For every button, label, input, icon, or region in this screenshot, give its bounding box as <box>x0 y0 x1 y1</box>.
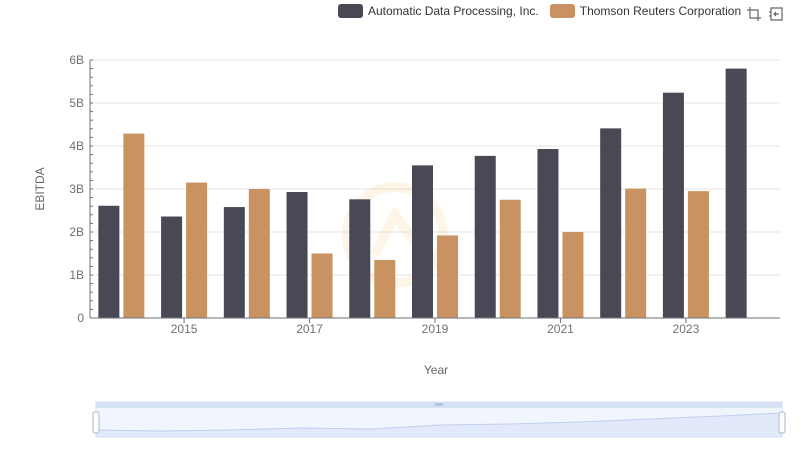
datazoom-handle-left[interactable] <box>92 411 100 434</box>
bar-tri-2017[interactable] <box>311 253 333 319</box>
bar-adp-2018[interactable] <box>349 199 371 318</box>
x-axis: 2015 2017 2019 2021 2023 <box>90 317 780 336</box>
datazoom-move-handle[interactable] <box>435 403 443 406</box>
x-tick-label: 2019 <box>422 322 449 336</box>
x-axis-title: Year <box>424 363 448 377</box>
bar-adp-2021[interactable] <box>537 149 559 318</box>
y-axis-title: EBITDA <box>33 167 47 210</box>
bar-tri-2016[interactable] <box>248 189 270 318</box>
bar-adp-2016[interactable] <box>223 207 245 318</box>
y-tick-label: 3B <box>69 182 84 196</box>
y-tick-label: 4B <box>69 139 84 153</box>
x-tick-label: 2017 <box>296 322 323 336</box>
x-tick-label: 2023 <box>673 322 700 336</box>
y-tick-label: 5B <box>69 96 84 110</box>
y-tick-label: 6B <box>69 53 84 67</box>
legend-item-tri[interactable]: Thomson Reuters Corporation <box>549 4 742 18</box>
bar-tri-2014[interactable] <box>123 133 145 318</box>
y-axis-ticks: 0 1B 2B 3B 4B 5B 6B <box>69 53 93 325</box>
legend: Automatic Data Processing, Inc. Thomson … <box>338 4 752 18</box>
bar-tri-2020[interactable] <box>499 199 521 318</box>
datazoom-handle-right[interactable] <box>778 411 786 434</box>
bar-adp-2017[interactable] <box>286 192 308 318</box>
legend-label-adp: Automatic Data Processing, Inc. <box>368 4 539 18</box>
legend-item-adp[interactable]: Automatic Data Processing, Inc. <box>338 4 539 18</box>
bar-tri-2018[interactable] <box>374 259 396 318</box>
zoom-reset-icon[interactable] <box>768 6 784 22</box>
y-tick-label: 0 <box>77 311 84 325</box>
bar-adp-2023[interactable] <box>662 92 684 319</box>
bar-adp-2019[interactable] <box>412 165 433 318</box>
legend-label-tri: Thomson Reuters Corporation <box>579 4 742 18</box>
bar-adp-2024[interactable] <box>725 68 747 318</box>
y-tick-label: 2B <box>69 225 84 239</box>
bars <box>98 68 747 319</box>
x-tick-label: 2021 <box>547 322 574 336</box>
x-tick-label: 2015 <box>171 322 198 336</box>
zoom-select-icon[interactable] <box>746 6 762 22</box>
bar-adp-2022[interactable] <box>600 128 622 318</box>
bar-tri-2019[interactable] <box>437 235 458 318</box>
bar-adp-2015[interactable] <box>161 216 183 318</box>
bar-tri-2022[interactable] <box>625 188 647 318</box>
datazoom-slider[interactable] <box>92 401 786 438</box>
bar-tri-2023[interactable] <box>687 191 709 318</box>
bar-adp-2020[interactable] <box>474 155 496 318</box>
chart-toolbox <box>746 6 784 22</box>
bar-tri-2021[interactable] <box>562 232 584 318</box>
legend-swatch-adp <box>338 4 363 18</box>
bar-adp-2014[interactable] <box>98 205 120 318</box>
legend-swatch-tri <box>549 4 575 18</box>
y-tick-label: 1B <box>69 268 84 282</box>
bar-tri-2015[interactable] <box>186 182 208 318</box>
